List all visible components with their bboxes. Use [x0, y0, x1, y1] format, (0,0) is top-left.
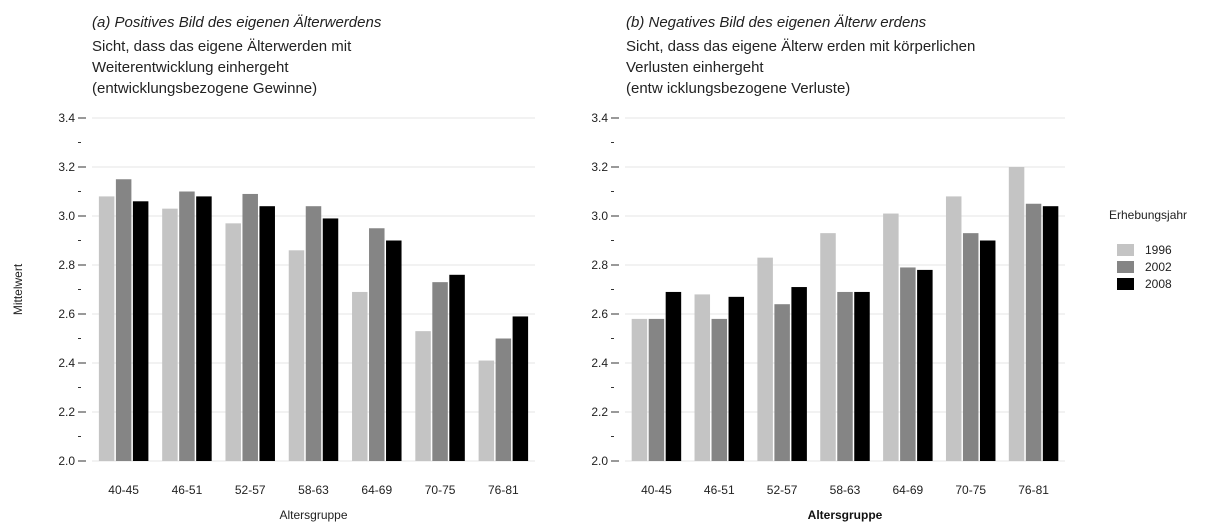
- y-tick-label: 2.2: [58, 405, 75, 419]
- bar-2002: [432, 282, 448, 461]
- bar-1996: [98, 196, 115, 461]
- bar-2008: [259, 206, 275, 461]
- bar-1996: [162, 208, 178, 461]
- bar-2008: [917, 269, 933, 461]
- legend-swatch-2002: [1117, 261, 1134, 273]
- bar-2008: [132, 201, 149, 462]
- bar-2002: [774, 304, 790, 461]
- legend-swatch-1996: [1117, 244, 1134, 256]
- bar-1996: [820, 233, 836, 461]
- x-tick-label: 64-69: [893, 483, 924, 497]
- bar-2008: [979, 240, 996, 461]
- x-tick-label: 46-51: [704, 483, 735, 497]
- bar-1996: [631, 318, 648, 461]
- bar-2002: [495, 338, 512, 461]
- y-tick-label: 2.0: [591, 454, 608, 468]
- bar-2002: [179, 191, 195, 461]
- bar-1996: [225, 223, 241, 461]
- chart-title-line: Verlusten einhergeht: [626, 59, 764, 76]
- y-tick-label: 2.6: [58, 307, 75, 321]
- bar-2002: [648, 318, 665, 461]
- bar-2008: [854, 291, 870, 461]
- legend-title: Erhebungsjahr: [1109, 208, 1187, 222]
- x-tick-label: 40-45: [641, 483, 672, 497]
- chart-subtitle: (b) Negatives Bild des eigenen Älterw er…: [626, 14, 927, 31]
- legend-swatch-2008: [1117, 278, 1134, 290]
- x-tick-label: 70-75: [955, 483, 986, 497]
- bar-2002: [115, 179, 132, 461]
- y-tick-label: 2.2: [591, 405, 608, 419]
- y-tick-label: 2.0: [58, 454, 75, 468]
- chart-title-line: (entwicklungsbezogene Gewinne): [92, 80, 317, 97]
- bar-2008: [449, 274, 465, 461]
- bar-2008: [322, 218, 339, 461]
- bar-2002: [1025, 203, 1042, 461]
- bar-2002: [711, 318, 728, 461]
- bar-1996: [352, 291, 368, 461]
- y-tick-label: 2.8: [591, 258, 608, 272]
- x-tick-label: 46-51: [172, 483, 203, 497]
- bar-2002: [900, 267, 916, 461]
- bar-2002: [369, 228, 385, 461]
- bar-2002: [837, 291, 853, 461]
- legend-label-2002: 2002: [1145, 260, 1172, 274]
- x-tick-label: 58-63: [830, 483, 861, 497]
- x-tick-label: 76-81: [1018, 483, 1049, 497]
- y-tick-label: 3.2: [58, 160, 75, 174]
- chart-title-line: Sicht, dass das eigene Älterw erden mit …: [626, 38, 975, 55]
- y-tick-label: 3.4: [591, 111, 608, 125]
- x-tick-label: 52-57: [235, 483, 266, 497]
- legend-label-1996: 1996: [1145, 243, 1172, 257]
- bar-2008: [196, 196, 212, 461]
- bar-1996: [945, 196, 962, 461]
- bar-2008: [512, 316, 529, 461]
- bar-2002: [305, 206, 322, 461]
- x-tick-label: 40-45: [108, 483, 139, 497]
- y-tick-label: 3.4: [58, 111, 75, 125]
- bar-1996: [694, 294, 711, 461]
- x-tick-label: 52-57: [767, 483, 798, 497]
- y-tick-label: 2.4: [58, 356, 75, 370]
- bar-1996: [415, 331, 431, 461]
- x-axis-label: Altersgruppe: [279, 508, 347, 522]
- x-tick-label: 76-81: [488, 483, 519, 497]
- bar-2002: [962, 233, 979, 461]
- chart-subtitle: (a) Positives Bild des eigenen Älterwerd…: [92, 14, 382, 31]
- y-tick-label: 2.4: [591, 356, 608, 370]
- legend-label-2008: 2008: [1145, 277, 1172, 291]
- y-tick-label: 3.0: [591, 209, 608, 223]
- y-axis-label: Mittelwert: [11, 263, 25, 315]
- chart-title-line: Sicht, dass das eigene Älterwerden mit: [92, 38, 352, 55]
- x-axis-label: Altersgruppe: [808, 508, 883, 522]
- x-tick-label: 58-63: [298, 483, 329, 497]
- bar-1996: [757, 257, 773, 461]
- y-tick-label: 2.8: [58, 258, 75, 272]
- bar-2002: [242, 193, 258, 461]
- y-tick-label: 3.0: [58, 209, 75, 223]
- x-tick-label: 70-75: [425, 483, 456, 497]
- chart-title-line: Weiterentwicklung einhergeht: [92, 59, 289, 76]
- bar-1996: [288, 250, 305, 461]
- bar-2008: [1042, 206, 1059, 461]
- bar-1996: [1008, 167, 1025, 461]
- bar-2008: [791, 287, 807, 461]
- bar-1996: [478, 360, 495, 461]
- bar-1996: [883, 213, 899, 461]
- bar-2008: [386, 240, 402, 461]
- y-tick-label: 3.2: [591, 160, 608, 174]
- x-tick-label: 64-69: [361, 483, 392, 497]
- bar-2008: [665, 291, 682, 461]
- chart-title-line: (entw icklungsbezogene Verluste): [626, 80, 850, 97]
- y-tick-label: 2.6: [591, 307, 608, 321]
- bar-2008: [728, 296, 745, 461]
